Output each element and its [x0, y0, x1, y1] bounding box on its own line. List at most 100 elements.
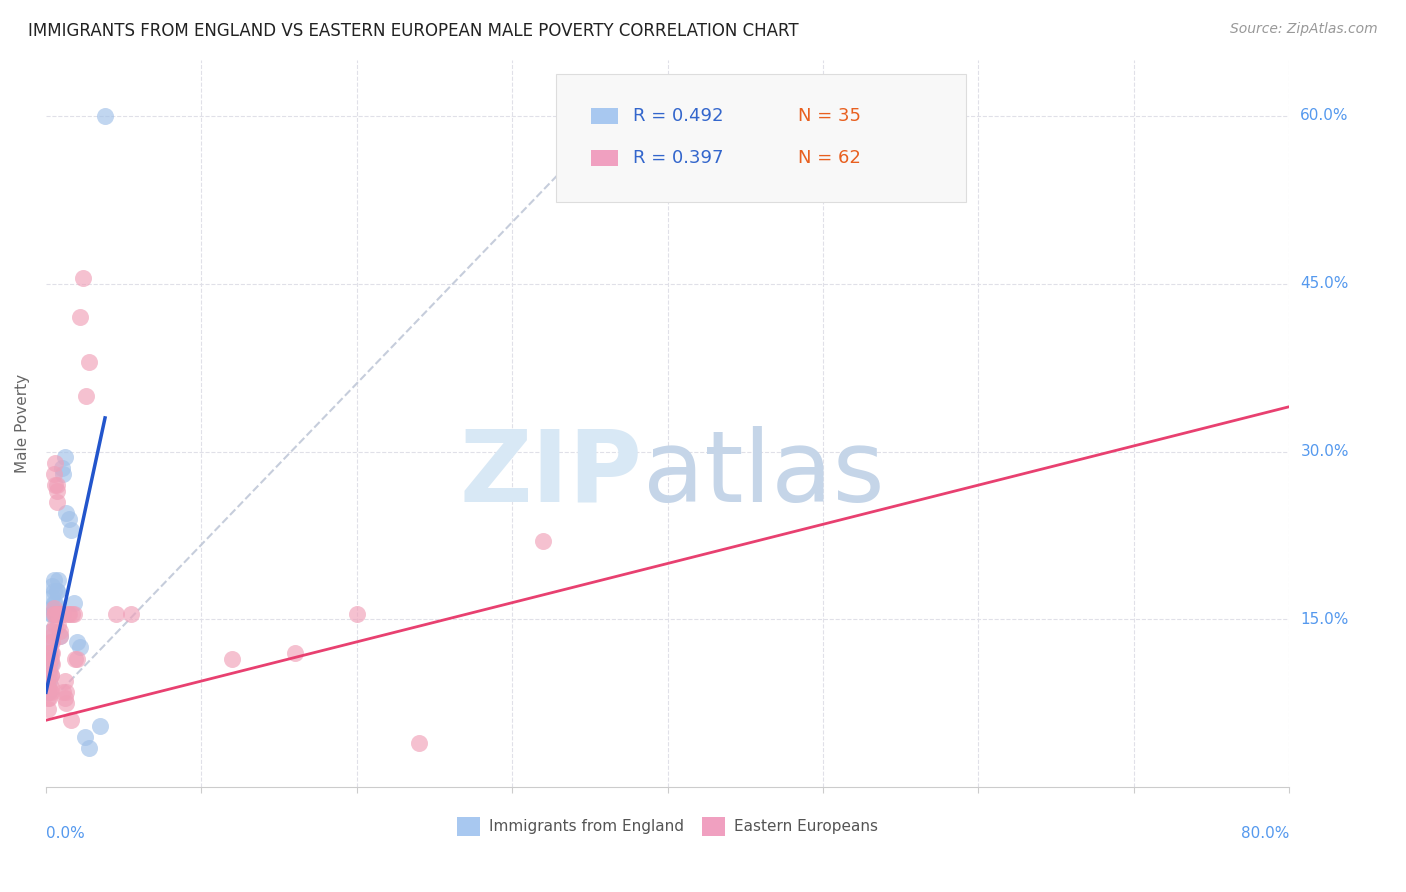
- Point: [44, 456, 66, 470]
- Legend: Immigrants from England, Eastern Europeans: Immigrants from England, Eastern Europea…: [451, 811, 884, 842]
- Point: [72, 271, 94, 285]
- Point: [41, 590, 63, 604]
- Text: atlas: atlas: [643, 426, 884, 523]
- Point: [44, 596, 66, 610]
- Point: [55, 685, 77, 699]
- Point: [73, 730, 96, 744]
- Point: [53, 690, 76, 705]
- Point: [41, 607, 63, 621]
- Text: R = 0.397: R = 0.397: [633, 149, 723, 167]
- Point: [52, 607, 75, 621]
- Point: [39, 635, 62, 649]
- Point: [94, 109, 117, 123]
- Point: [38, 685, 60, 699]
- Point: [49, 629, 72, 643]
- Point: [42, 601, 65, 615]
- Point: [55, 506, 77, 520]
- Point: [45, 584, 67, 599]
- Point: [44, 607, 66, 621]
- Text: 0.0%: 0.0%: [46, 826, 84, 841]
- Point: [63, 607, 86, 621]
- Point: [221, 651, 243, 665]
- Point: [346, 607, 368, 621]
- Point: [45, 607, 67, 621]
- Text: 80.0%: 80.0%: [1241, 826, 1289, 841]
- Point: [408, 736, 430, 750]
- Point: [42, 467, 65, 481]
- Point: [56, 607, 79, 621]
- Point: [37, 685, 59, 699]
- Point: [49, 624, 72, 638]
- Point: [39, 680, 62, 694]
- Point: [51, 461, 73, 475]
- Point: [51, 607, 73, 621]
- Point: [42, 584, 65, 599]
- Point: [39, 607, 62, 621]
- Y-axis label: Male Poverty: Male Poverty: [15, 374, 30, 473]
- Point: [284, 646, 307, 660]
- Point: [38, 657, 60, 672]
- Point: [53, 674, 76, 689]
- Point: [42, 574, 65, 588]
- FancyBboxPatch shape: [555, 74, 966, 202]
- Point: [51, 607, 73, 621]
- Point: [53, 450, 76, 464]
- Text: Source: ZipAtlas.com: Source: ZipAtlas.com: [1230, 22, 1378, 37]
- Point: [66, 635, 89, 649]
- Point: [38, 663, 60, 677]
- Point: [66, 651, 89, 665]
- Point: [52, 685, 75, 699]
- Point: [44, 478, 66, 492]
- Point: [39, 668, 62, 682]
- Point: [69, 640, 91, 655]
- Point: [45, 584, 67, 599]
- Point: [58, 607, 80, 621]
- Point: [41, 629, 63, 643]
- Point: [59, 523, 82, 537]
- Point: [37, 680, 59, 694]
- Point: [75, 388, 97, 402]
- Point: [104, 607, 127, 621]
- Text: R = 0.492: R = 0.492: [633, 107, 723, 126]
- Point: [44, 618, 66, 632]
- Point: [39, 685, 62, 699]
- Point: [41, 635, 63, 649]
- Point: [48, 607, 70, 621]
- Point: [52, 467, 75, 481]
- Text: IMMIGRANTS FROM ENGLAND VS EASTERN EUROPEAN MALE POVERTY CORRELATION CHART: IMMIGRANTS FROM ENGLAND VS EASTERN EUROP…: [28, 22, 799, 40]
- Point: [531, 534, 554, 549]
- Point: [45, 483, 67, 498]
- Point: [38, 668, 60, 682]
- Point: [38, 646, 60, 660]
- Text: 15.0%: 15.0%: [1301, 612, 1348, 627]
- Point: [38, 646, 60, 660]
- Point: [65, 651, 87, 665]
- Point: [42, 596, 65, 610]
- Point: [38, 690, 60, 705]
- Point: [60, 607, 83, 621]
- Text: N = 62: N = 62: [799, 149, 860, 167]
- Point: [38, 680, 60, 694]
- Point: [39, 635, 62, 649]
- FancyBboxPatch shape: [591, 150, 617, 166]
- Point: [38, 674, 60, 689]
- Point: [44, 607, 66, 621]
- Point: [48, 618, 70, 632]
- Point: [120, 607, 142, 621]
- Point: [41, 579, 63, 593]
- Point: [79, 741, 101, 756]
- Point: [69, 310, 91, 325]
- Point: [48, 574, 70, 588]
- Point: [37, 690, 59, 705]
- Point: [48, 607, 70, 621]
- Point: [59, 713, 82, 727]
- Point: [39, 668, 62, 682]
- Point: [37, 702, 59, 716]
- Point: [39, 624, 62, 638]
- Point: [49, 629, 72, 643]
- Point: [89, 719, 111, 733]
- Point: [45, 495, 67, 509]
- Point: [55, 697, 77, 711]
- Text: N = 35: N = 35: [799, 107, 860, 126]
- Point: [39, 646, 62, 660]
